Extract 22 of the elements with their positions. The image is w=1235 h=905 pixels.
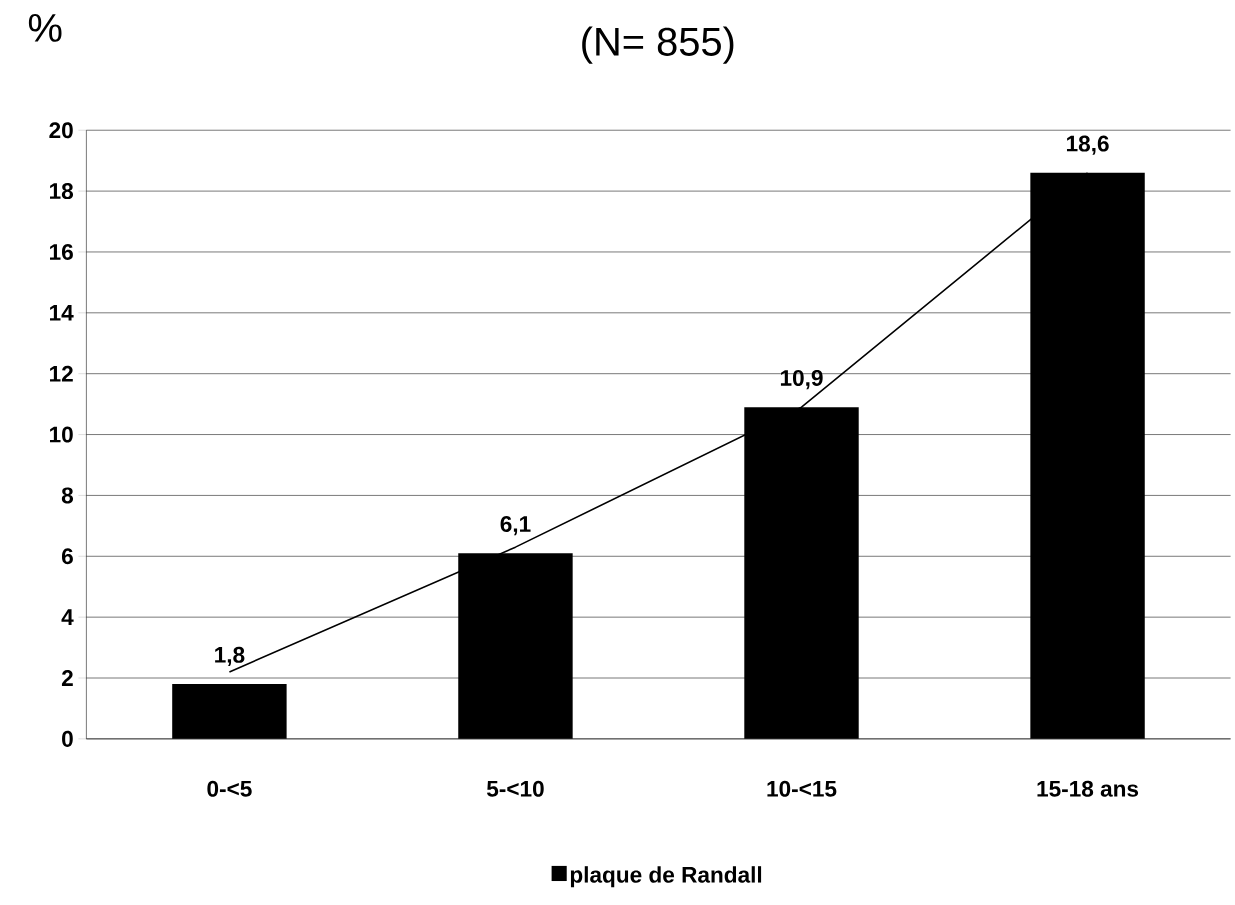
legend-label: plaque de Randall	[570, 866, 762, 888]
x-tick-label: 0-<5	[207, 780, 252, 797]
y-tick-label: 12	[50, 365, 73, 382]
data-label: 10,9	[780, 369, 823, 390]
y-tick-label: 20	[49, 122, 73, 139]
x-tick-label: 15-18 ans	[1037, 780, 1139, 797]
y-tick-label: 10	[50, 426, 73, 443]
y-tick-label: 16	[50, 243, 73, 260]
data-label: 1,8	[215, 646, 245, 667]
data-label: 18,6	[1066, 135, 1109, 155]
y-tick-label: 14	[50, 305, 74, 321]
x-tick-label: 5-<10	[486, 780, 544, 797]
y-tick-label: 4	[61, 609, 74, 625]
data-label: 6,1	[500, 515, 531, 536]
y-tick-label: 2	[61, 670, 73, 686]
y-tick-label: 0	[62, 730, 73, 747]
y-tick-label: 6	[61, 548, 73, 565]
y-axis-title: %	[28, 13, 62, 42]
x-tick-label: 10-<15	[767, 780, 837, 797]
chart-title: (N= 855)	[582, 26, 734, 64]
y-tick-label: 18	[50, 183, 74, 200]
y-tick-label: 8	[61, 487, 74, 504]
